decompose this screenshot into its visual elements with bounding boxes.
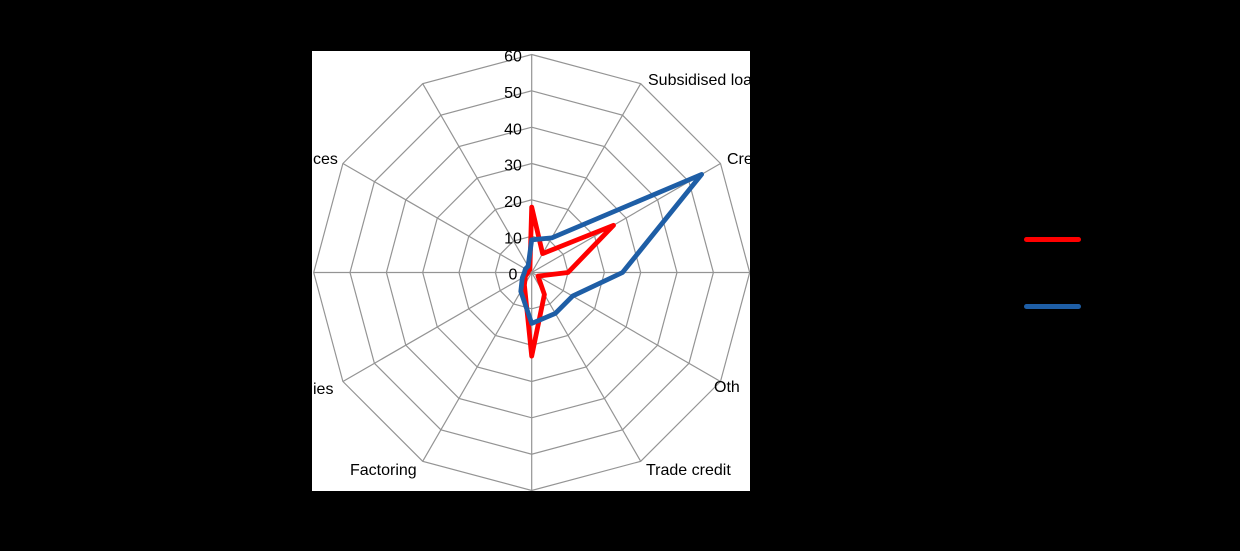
axis-label-credit-line: Cre — [727, 151, 753, 168]
legend-key-red-line — [1024, 237, 1081, 242]
grid-spoke-11 — [422, 83, 533, 273]
radial-tick-0: 0 — [509, 267, 518, 284]
grid-spoke-4 — [531, 271, 721, 383]
radar-series — [518, 171, 704, 359]
axis-label-trade-credit: Trade credit — [646, 462, 731, 479]
axis-label-factoring: Factoring — [350, 462, 417, 479]
radar-red-series — [522, 204, 616, 359]
radial-tick-60: 60 — [504, 49, 522, 66]
radar-grid — [313, 53, 750, 491]
grid-spoke-1 — [531, 83, 642, 273]
grid-spoke-7 — [422, 272, 533, 462]
radial-tick-20: 20 — [504, 194, 522, 211]
axis-label-ies-fragment: ies — [313, 381, 334, 398]
axis-label-other: Oth — [714, 379, 740, 396]
axis-label-subsidised-loans: Subsidised loa — [648, 72, 753, 89]
grid-spoke-8 — [342, 271, 533, 383]
axis-label-ces-fragment: ces — [313, 151, 338, 168]
radar-blue-series — [518, 171, 704, 326]
legend-key-blue-line — [1024, 304, 1081, 309]
radial-tick-40: 40 — [504, 121, 522, 138]
radial-tick-50: 50 — [504, 85, 522, 102]
radial-tick-10: 10 — [504, 230, 522, 247]
grid-spoke-5 — [531, 272, 642, 462]
radial-tick-30: 30 — [504, 158, 522, 175]
grid-spoke-10 — [342, 162, 533, 274]
radial-tick-labels: 0 10 20 30 40 50 60 — [504, 49, 522, 284]
